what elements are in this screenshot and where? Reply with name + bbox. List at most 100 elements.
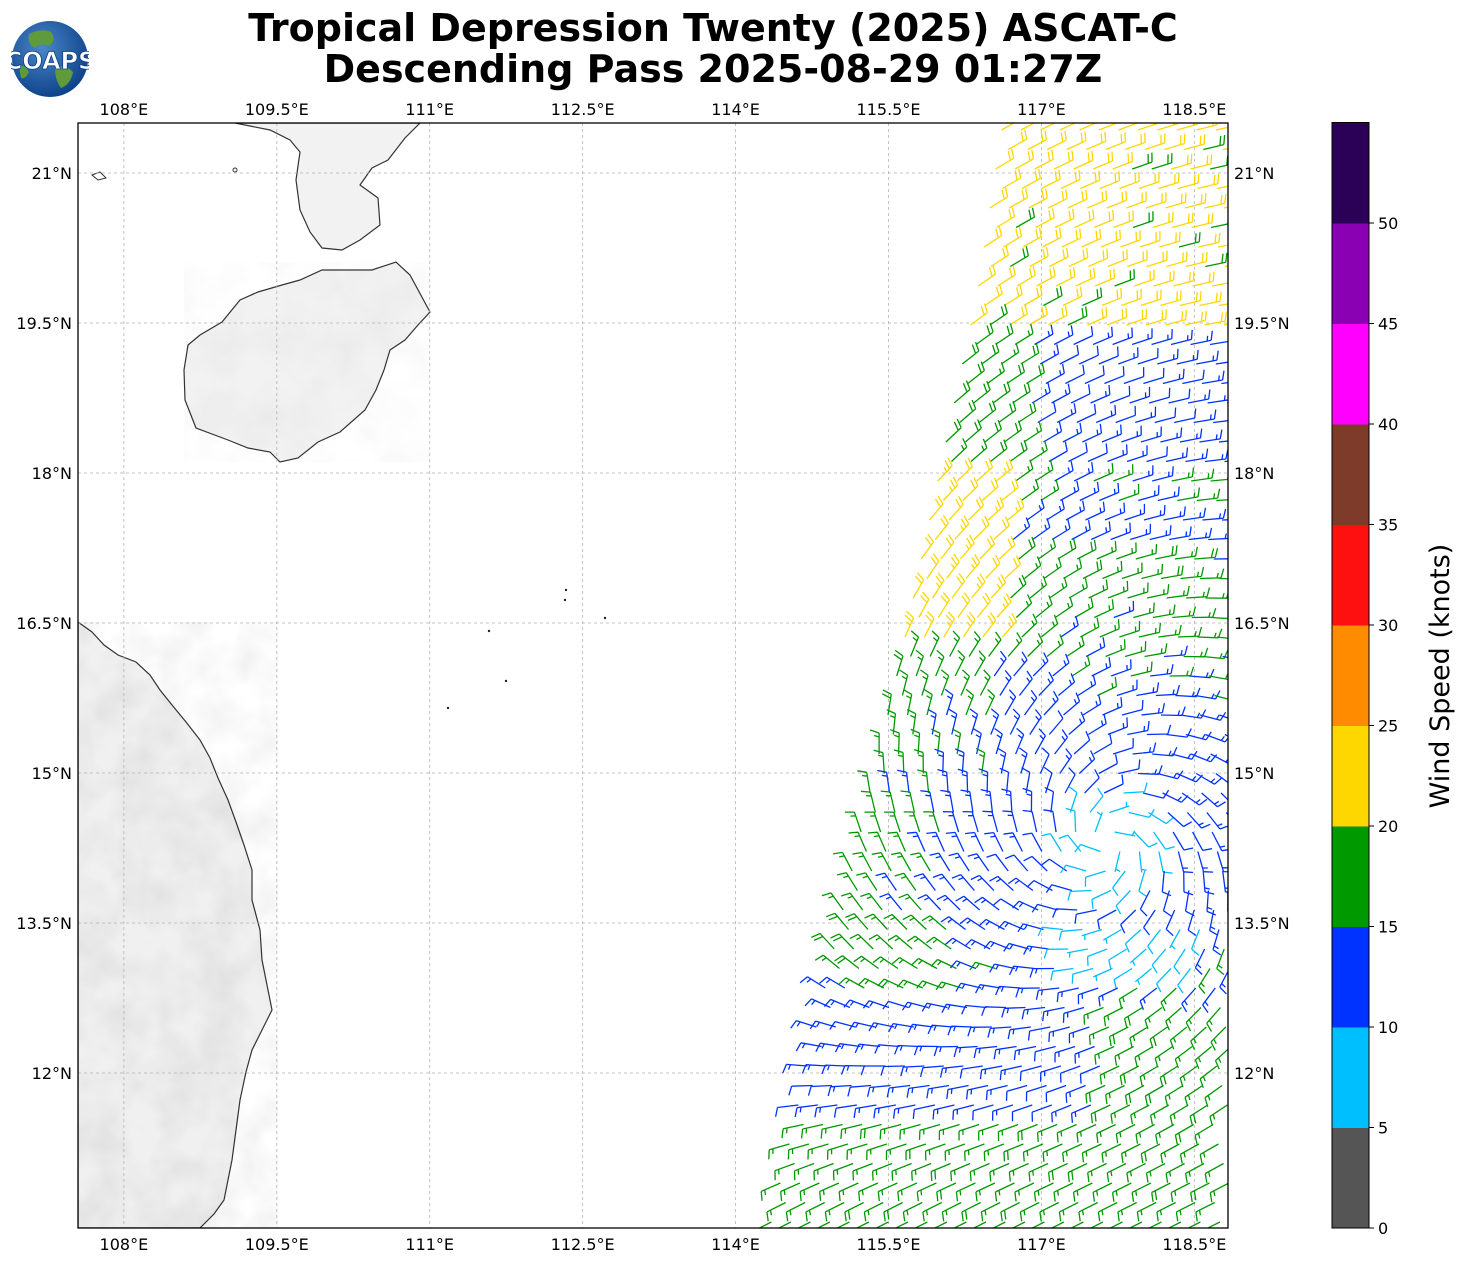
wind-barb bbox=[944, 1143, 966, 1161]
wind-barb bbox=[987, 497, 1005, 521]
wind-barb bbox=[1093, 967, 1113, 981]
wind-barb bbox=[1137, 348, 1159, 365]
wind-barb bbox=[953, 1221, 967, 1228]
wind-barb bbox=[969, 708, 979, 735]
wind-barb bbox=[1145, 1162, 1166, 1183]
wind-barb bbox=[982, 810, 999, 833]
wind-barb bbox=[949, 960, 977, 970]
colorbar-tick-label: 30 bbox=[1378, 616, 1398, 635]
wind-barb bbox=[1158, 851, 1173, 874]
wind-barb bbox=[1215, 126, 1228, 131]
wind-barb bbox=[1055, 267, 1076, 287]
wind-barb bbox=[1074, 209, 1095, 229]
wind-barb bbox=[1187, 389, 1211, 404]
wind-barb bbox=[974, 650, 986, 677]
wind-barb bbox=[1117, 1201, 1137, 1222]
wind-barb bbox=[1180, 709, 1207, 719]
wind-barb bbox=[1219, 714, 1228, 719]
wind-barb bbox=[814, 954, 840, 970]
wind-barb bbox=[1062, 1006, 1085, 1023]
wind-barb bbox=[1056, 403, 1077, 424]
wind-barb bbox=[847, 1084, 872, 1097]
wind-barb bbox=[984, 831, 1004, 852]
wind-barb bbox=[1192, 271, 1215, 287]
wind-barb bbox=[1147, 929, 1162, 955]
island-dot bbox=[564, 588, 568, 592]
lon-tick-label-top: 117°E bbox=[1017, 100, 1066, 119]
wind-barb bbox=[1023, 855, 1048, 872]
wind-barb bbox=[1067, 189, 1088, 209]
wind-barb bbox=[926, 831, 945, 852]
wind-barb bbox=[1225, 597, 1228, 599]
wind-barb bbox=[940, 534, 955, 560]
wind-barb bbox=[945, 831, 965, 852]
colorbar-tick-label: 15 bbox=[1378, 918, 1398, 937]
wind-barb bbox=[1053, 150, 1074, 170]
wind-barb bbox=[1216, 948, 1225, 976]
colorbar-bin bbox=[1332, 424, 1369, 525]
wind-barb bbox=[1139, 987, 1158, 1011]
wind-barb bbox=[1050, 1221, 1065, 1228]
wind-barb bbox=[1163, 506, 1186, 521]
lat-tick-label-left: 19.5°N bbox=[16, 314, 72, 333]
wind-barb bbox=[1139, 890, 1151, 917]
wind-barb bbox=[911, 1162, 932, 1181]
wind-barb bbox=[984, 419, 1003, 443]
wind-barb bbox=[1001, 123, 1016, 131]
wind-barb bbox=[1044, 787, 1055, 813]
wind-barb bbox=[1079, 1065, 1101, 1084]
wind-barb bbox=[951, 438, 968, 462]
wind-barb bbox=[1087, 307, 1108, 326]
wind-barb bbox=[1048, 441, 1068, 463]
wind-barb bbox=[1138, 622, 1162, 638]
wind-barb bbox=[962, 611, 976, 638]
wind-barb bbox=[857, 770, 871, 794]
wind-barb bbox=[1003, 226, 1023, 248]
lat-tick-label-left: 16.5°N bbox=[16, 614, 72, 633]
wind-barb bbox=[1014, 149, 1035, 170]
wind-barb bbox=[1009, 965, 1035, 976]
wind-barb bbox=[981, 342, 1000, 365]
wind-barb bbox=[863, 1201, 884, 1222]
wind-barb bbox=[923, 611, 935, 638]
colorbar-bin bbox=[1332, 926, 1369, 1028]
wind-barb bbox=[890, 852, 912, 872]
wind-barb bbox=[1185, 448, 1209, 463]
wind-barb bbox=[1070, 1221, 1084, 1228]
wind-barb bbox=[915, 649, 925, 677]
wind-barb bbox=[1228, 673, 1254, 681]
wind-barb bbox=[1153, 270, 1175, 287]
wind-barb bbox=[1024, 556, 1042, 580]
wind-barb bbox=[1003, 1143, 1024, 1162]
wind-barb bbox=[1092, 151, 1114, 170]
lat-tick-label-left: 12°N bbox=[32, 1064, 72, 1083]
island-dot bbox=[232, 167, 238, 173]
wind-barb bbox=[1090, 1104, 1111, 1124]
wind-barb bbox=[940, 916, 966, 931]
wind-barb bbox=[1123, 782, 1148, 794]
wind-barb bbox=[1191, 608, 1217, 619]
wind-barbs bbox=[758, 123, 1254, 1228]
wind-barb bbox=[1087, 190, 1108, 209]
wind-barb bbox=[799, 1182, 820, 1201]
wind-barb bbox=[972, 1104, 994, 1121]
island-dot bbox=[563, 598, 567, 602]
wind-barb bbox=[1196, 488, 1221, 502]
wind-barb bbox=[1033, 1182, 1054, 1202]
island-dot bbox=[504, 679, 508, 683]
lat-tick-label-right: 15°N bbox=[1234, 764, 1274, 783]
wind-barb bbox=[1155, 684, 1181, 697]
wind-barb bbox=[1138, 485, 1160, 502]
wind-barb bbox=[1206, 890, 1217, 916]
wind-barb bbox=[978, 400, 997, 424]
wind-barb bbox=[1177, 851, 1194, 874]
wind-barb bbox=[1197, 174, 1220, 190]
wind-barb bbox=[814, 1104, 838, 1118]
wind-barb bbox=[1139, 231, 1161, 248]
wind-barb bbox=[1052, 908, 1078, 918]
wind-barb bbox=[864, 913, 888, 930]
wind-barb bbox=[1171, 212, 1194, 229]
colorbar-tick-label: 35 bbox=[1378, 516, 1398, 535]
wind-barb bbox=[1042, 227, 1062, 248]
wind-barb bbox=[1166, 585, 1190, 599]
